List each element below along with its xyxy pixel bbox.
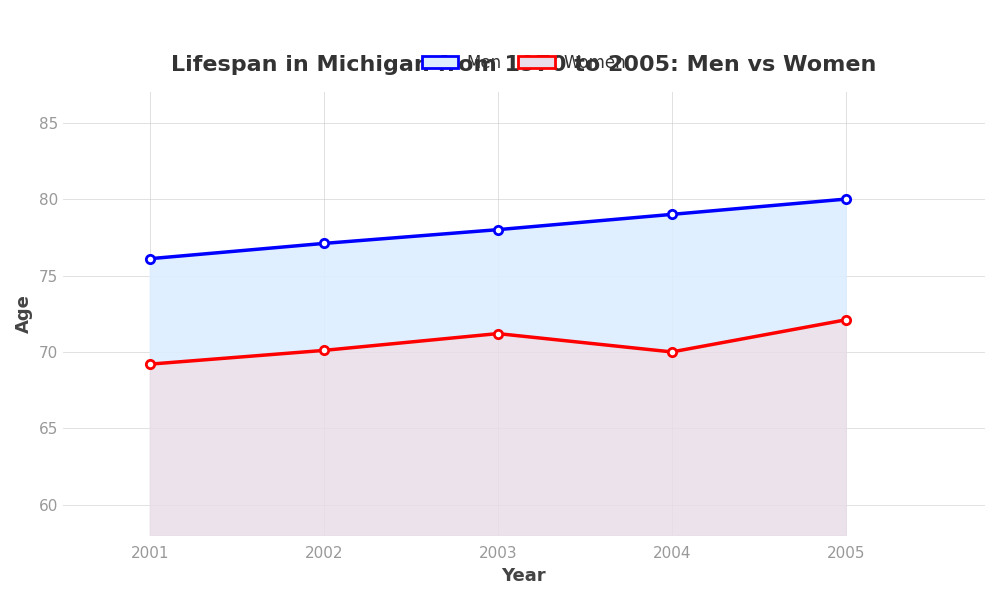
Y-axis label: Age: Age bbox=[15, 294, 33, 333]
Title: Lifespan in Michigan from 1970 to 2005: Men vs Women: Lifespan in Michigan from 1970 to 2005: … bbox=[171, 55, 877, 75]
X-axis label: Year: Year bbox=[502, 567, 546, 585]
Legend: Men, Women: Men, Women bbox=[415, 47, 633, 79]
